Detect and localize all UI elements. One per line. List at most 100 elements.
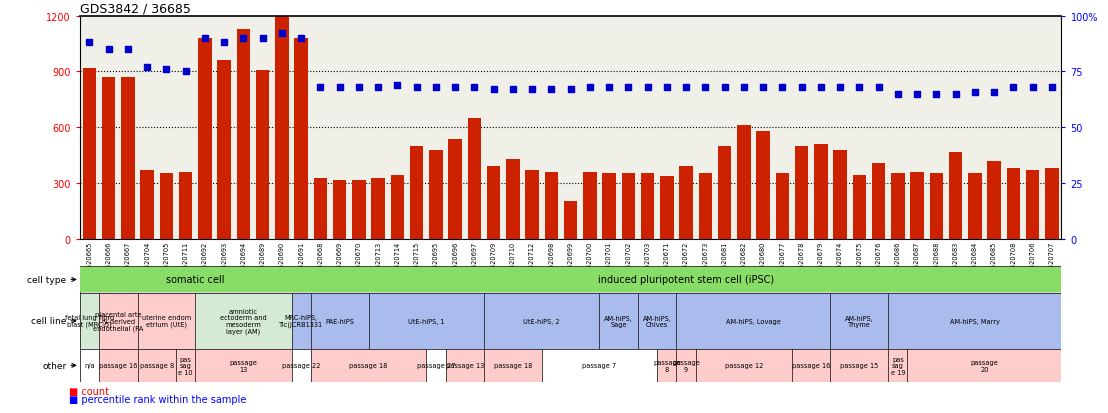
Bar <box>696 349 792 382</box>
Text: GSM520694: GSM520694 <box>240 241 246 281</box>
Point <box>465 85 483 91</box>
Point <box>311 85 329 91</box>
Text: GSM520665: GSM520665 <box>86 241 92 282</box>
Point <box>966 89 984 96</box>
Bar <box>137 349 176 382</box>
Text: passage 27: passage 27 <box>417 363 455 368</box>
Point <box>889 91 906 98</box>
Point <box>389 82 407 89</box>
Text: GSM520672: GSM520672 <box>684 241 689 282</box>
Bar <box>468 119 481 240</box>
Bar <box>369 293 484 349</box>
Text: passage
20: passage 20 <box>971 359 998 372</box>
Text: GSM520671: GSM520671 <box>664 241 670 281</box>
Text: AM-hiPS, Marry: AM-hiPS, Marry <box>950 318 999 324</box>
Text: GSM520695: GSM520695 <box>433 241 439 281</box>
Bar <box>660 176 674 240</box>
Text: GSM520702: GSM520702 <box>625 241 632 282</box>
Text: passage 18: passage 18 <box>349 363 388 368</box>
Point <box>196 36 214 42</box>
Text: GSM520666: GSM520666 <box>105 241 112 282</box>
Bar <box>427 349 445 382</box>
Text: GSM520711: GSM520711 <box>183 241 188 281</box>
Text: passage
13: passage 13 <box>229 359 257 372</box>
Bar <box>737 126 750 240</box>
Text: GSM520696: GSM520696 <box>452 241 458 281</box>
Bar <box>160 173 173 240</box>
Text: GSM520669: GSM520669 <box>337 241 342 281</box>
Text: induced pluripotent stem cell (iPSC): induced pluripotent stem cell (iPSC) <box>598 275 774 285</box>
Text: PAE-hiPS: PAE-hiPS <box>325 318 355 324</box>
Bar <box>429 150 442 240</box>
Point <box>543 87 561 93</box>
Bar <box>332 180 347 240</box>
Point <box>773 85 791 91</box>
Point <box>658 85 676 91</box>
Bar <box>352 180 366 240</box>
Bar <box>831 293 889 349</box>
Bar <box>891 173 904 240</box>
Text: AM-hiPS,
Sage: AM-hiPS, Sage <box>604 315 633 328</box>
Text: GSM520676: GSM520676 <box>875 241 882 282</box>
Point <box>697 85 715 91</box>
Point <box>523 87 541 93</box>
Point <box>985 89 1003 96</box>
Bar <box>141 171 154 240</box>
Point <box>619 85 637 91</box>
Point <box>408 85 425 91</box>
Text: n/a: n/a <box>84 363 94 368</box>
Bar <box>583 173 596 240</box>
Bar <box>699 173 712 240</box>
Text: GSM520684: GSM520684 <box>972 241 978 282</box>
Point <box>215 40 233 47</box>
Text: amniotic
ectoderm and
mesoderm
layer (AM): amniotic ectoderm and mesoderm layer (AM… <box>220 308 267 334</box>
Text: passage 16: passage 16 <box>792 363 830 368</box>
Point <box>792 85 810 91</box>
Text: GSM520713: GSM520713 <box>376 241 381 281</box>
Text: GSM520681: GSM520681 <box>721 241 728 281</box>
Bar <box>275 17 288 240</box>
Bar <box>314 178 327 240</box>
Bar <box>291 293 310 349</box>
Text: uterine endom
etrium (UtE): uterine endom etrium (UtE) <box>142 315 191 328</box>
Text: AM-hiPS, Lovage: AM-hiPS, Lovage <box>726 318 781 324</box>
Text: GSM520668: GSM520668 <box>317 241 324 282</box>
Bar <box>484 293 599 349</box>
Text: pas
sag
e 10: pas sag e 10 <box>178 356 193 375</box>
Text: GSM520706: GSM520706 <box>1029 241 1036 282</box>
Point <box>851 85 869 91</box>
Text: GSM520689: GSM520689 <box>259 241 266 281</box>
Bar <box>256 70 269 240</box>
Bar <box>679 167 692 240</box>
Text: GSM520667: GSM520667 <box>125 241 131 282</box>
Text: GSM520714: GSM520714 <box>394 241 400 281</box>
Bar <box>410 147 423 240</box>
Text: GSM520691: GSM520691 <box>298 241 304 281</box>
Bar <box>794 147 809 240</box>
Text: GSM520707: GSM520707 <box>1049 241 1055 282</box>
Text: GSM520697: GSM520697 <box>471 241 478 281</box>
Bar <box>622 173 635 240</box>
Text: passage 8: passage 8 <box>140 363 174 368</box>
Text: passage 16: passage 16 <box>99 363 137 368</box>
Bar <box>599 293 638 349</box>
Text: GSM520688: GSM520688 <box>933 241 940 282</box>
Point <box>909 91 926 98</box>
Text: GSM520693: GSM520693 <box>222 241 227 281</box>
Bar <box>391 176 404 240</box>
Point <box>716 85 733 91</box>
Text: passage 7: passage 7 <box>583 363 617 368</box>
Text: GSM520708: GSM520708 <box>1010 241 1016 282</box>
Text: passage 15: passage 15 <box>840 363 879 368</box>
Bar <box>968 173 982 240</box>
Text: ■ count: ■ count <box>69 387 109 396</box>
Bar <box>195 349 291 382</box>
Bar <box>176 349 195 382</box>
Bar <box>872 163 885 240</box>
Bar <box>889 293 1061 349</box>
Text: GSM520687: GSM520687 <box>914 241 920 282</box>
Text: pas
sag
e 19: pas sag e 19 <box>891 356 905 375</box>
Text: passage 22: passage 22 <box>281 363 320 368</box>
Point <box>562 87 579 93</box>
Point <box>157 67 175 74</box>
